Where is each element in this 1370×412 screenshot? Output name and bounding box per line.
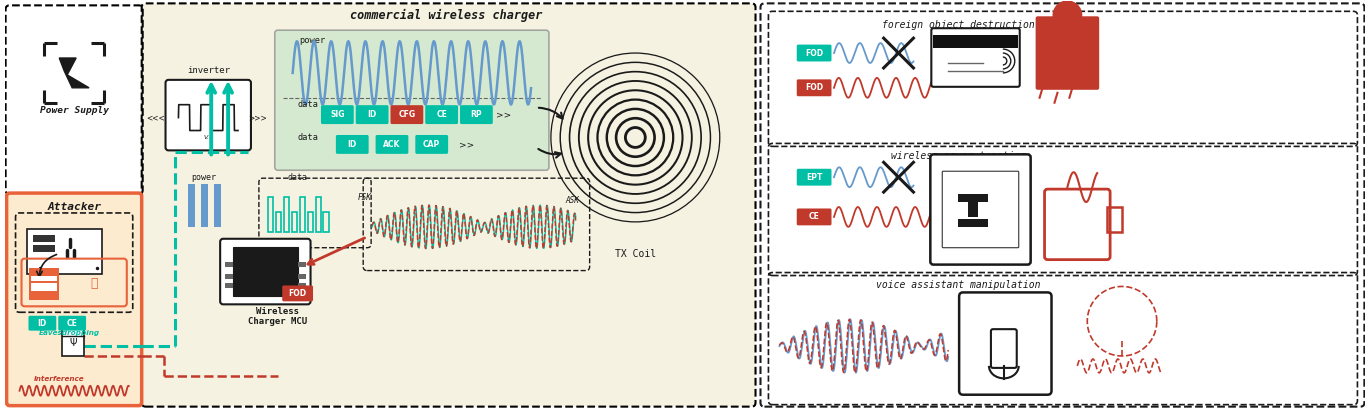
Text: SIG: SIG <box>330 110 345 119</box>
Bar <box>307 212 312 232</box>
Text: FOD: FOD <box>289 289 307 298</box>
Polygon shape <box>59 58 89 88</box>
FancyBboxPatch shape <box>460 105 493 124</box>
Text: ID: ID <box>367 110 377 119</box>
Text: data: data <box>297 133 318 142</box>
Text: power: power <box>190 173 215 182</box>
Text: inverter: inverter <box>186 66 230 75</box>
Bar <box>315 197 321 232</box>
Bar <box>292 212 297 232</box>
Bar <box>66 324 79 328</box>
FancyBboxPatch shape <box>1036 16 1099 90</box>
Bar <box>225 262 233 267</box>
Bar <box>275 212 281 232</box>
Text: foreign object destruction: foreign object destruction <box>882 20 1034 30</box>
FancyBboxPatch shape <box>166 80 251 150</box>
FancyBboxPatch shape <box>275 30 549 170</box>
Bar <box>297 283 306 288</box>
FancyBboxPatch shape <box>991 329 1017 368</box>
Text: <<<: <<< <box>147 113 164 122</box>
Text: EPT: EPT <box>806 173 822 182</box>
Text: 👻: 👻 <box>90 277 97 290</box>
Text: commercial wireless charger: commercial wireless charger <box>351 9 543 22</box>
Bar <box>201 184 208 227</box>
Text: TX Coil: TX Coil <box>615 249 656 259</box>
Bar <box>300 197 306 232</box>
FancyBboxPatch shape <box>356 105 389 124</box>
Text: CE: CE <box>808 213 819 221</box>
Text: V...: V... <box>204 135 212 140</box>
Text: Attacker: Attacker <box>47 202 101 212</box>
Text: power: power <box>300 35 326 44</box>
FancyBboxPatch shape <box>415 135 448 154</box>
Text: Interference: Interference <box>34 376 85 382</box>
Bar <box>32 276 58 281</box>
FancyBboxPatch shape <box>797 208 832 225</box>
FancyBboxPatch shape <box>375 135 408 154</box>
FancyBboxPatch shape <box>797 80 832 96</box>
Bar <box>33 235 55 242</box>
FancyBboxPatch shape <box>282 286 312 301</box>
Text: Power Supply: Power Supply <box>40 106 108 115</box>
FancyBboxPatch shape <box>336 135 369 154</box>
Bar <box>1107 207 1122 232</box>
Bar <box>32 283 58 291</box>
Bar <box>27 229 101 274</box>
FancyBboxPatch shape <box>425 105 458 124</box>
Text: FOD: FOD <box>806 49 823 58</box>
Text: RP: RP <box>471 110 482 119</box>
Text: CE: CE <box>436 110 447 119</box>
Bar <box>225 274 233 279</box>
Bar <box>958 219 988 227</box>
Bar <box>323 212 329 232</box>
FancyBboxPatch shape <box>221 239 311 304</box>
Text: CAP: CAP <box>423 140 440 149</box>
Bar <box>29 267 59 300</box>
FancyBboxPatch shape <box>7 193 141 406</box>
FancyBboxPatch shape <box>390 105 423 124</box>
Bar <box>284 197 289 232</box>
FancyBboxPatch shape <box>797 169 832 186</box>
FancyBboxPatch shape <box>943 171 1019 248</box>
Text: Ψ: Ψ <box>70 338 77 348</box>
Bar <box>214 184 221 227</box>
Circle shape <box>1052 0 1082 30</box>
Text: voice assistant manipulation: voice assistant manipulation <box>875 281 1040 290</box>
Text: wireless power toasting: wireless power toasting <box>890 151 1026 162</box>
FancyBboxPatch shape <box>141 3 755 407</box>
Text: ACK: ACK <box>384 140 400 149</box>
FancyBboxPatch shape <box>959 293 1052 395</box>
Text: data: data <box>288 173 308 182</box>
Text: FSK: FSK <box>358 192 371 201</box>
Bar <box>969 199 978 217</box>
Bar <box>62 326 84 356</box>
Text: >>: >> <box>496 110 511 119</box>
Bar <box>225 283 233 288</box>
Bar <box>958 194 988 202</box>
Text: ID: ID <box>38 319 47 328</box>
Text: CFG: CFG <box>399 110 415 119</box>
Text: >>: >> <box>459 140 474 149</box>
FancyBboxPatch shape <box>932 28 1019 87</box>
Text: ASK: ASK <box>566 196 580 204</box>
Text: FOD: FOD <box>806 83 823 92</box>
Bar <box>233 247 297 296</box>
FancyBboxPatch shape <box>29 316 56 331</box>
Bar <box>188 184 196 227</box>
Bar <box>933 35 1018 48</box>
Text: Wireless
Charger MCU: Wireless Charger MCU <box>248 307 307 326</box>
FancyBboxPatch shape <box>59 316 86 331</box>
FancyBboxPatch shape <box>321 105 353 124</box>
FancyBboxPatch shape <box>930 154 1030 265</box>
Text: Eavesdropping: Eavesdropping <box>38 330 100 336</box>
Text: CE: CE <box>67 319 78 328</box>
Bar <box>33 245 55 252</box>
Text: ID: ID <box>348 140 356 149</box>
Bar <box>297 274 306 279</box>
Text: data: data <box>297 100 318 109</box>
Bar <box>267 197 273 232</box>
Text: >>>: >>> <box>248 113 267 122</box>
FancyBboxPatch shape <box>797 44 832 61</box>
Bar <box>297 262 306 267</box>
